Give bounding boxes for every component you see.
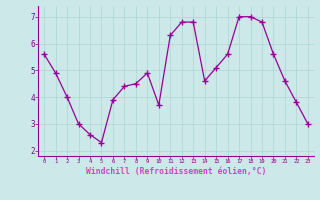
X-axis label: Windchill (Refroidissement éolien,°C): Windchill (Refroidissement éolien,°C) xyxy=(86,167,266,176)
